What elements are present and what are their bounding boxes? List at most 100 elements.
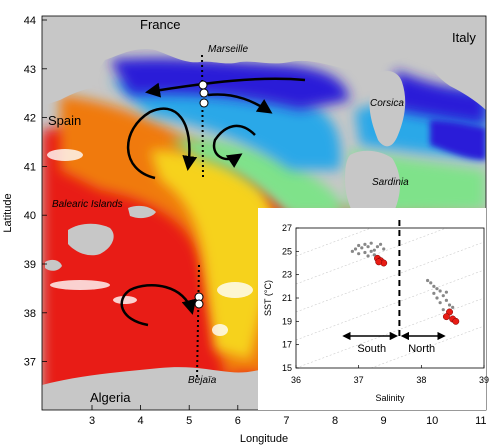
map-y-tick-label: 44 — [24, 15, 36, 27]
scatter-point-gray — [369, 241, 373, 245]
transect-north — [201, 54, 204, 179]
map-y-axis-title: Latitude — [2, 193, 14, 232]
inset-y-tick-label: 15 — [282, 363, 292, 373]
inset-y-tick-label: 23 — [282, 270, 292, 280]
inset-x-tick-label: 36 — [291, 375, 301, 385]
inset-x-axis: 36 37 38 39 — [291, 365, 489, 385]
scatter-point-gray — [435, 296, 439, 300]
scatter-point-red — [452, 317, 460, 325]
isopycnal-line — [370, 325, 484, 368]
scatter-point-gray — [426, 278, 430, 283]
isopycnal-line — [296, 228, 448, 285]
label-bejaia: Bejaïa — [188, 375, 217, 386]
land-italy — [400, 16, 486, 110]
scatter-point-gray — [366, 254, 370, 258]
land-france — [42, 16, 486, 106]
scatter-point-gray — [382, 247, 386, 251]
cloud-artefacts — [47, 149, 253, 336]
place-labels: France Italy Spain Algeria Marseille Cor… — [48, 17, 476, 405]
scatter-point-gray — [438, 289, 442, 293]
station-marker[interactable] — [198, 80, 208, 90]
land-balearic-ibiza — [45, 259, 62, 271]
scatter-point-gray — [360, 246, 364, 250]
inset-x-tick-label: 37 — [354, 375, 364, 385]
inset-y-tick-label: 21 — [282, 293, 292, 303]
eddy-arrow-south — [120, 283, 197, 327]
station-marker[interactable] — [199, 88, 209, 98]
current-arrow-northern — [145, 77, 306, 98]
inset-y-tick-label: 25 — [282, 246, 292, 256]
eddy-arrow-east — [212, 124, 256, 168]
map-y-tick-label: 42 — [24, 113, 36, 125]
north-region-label: North — [408, 343, 435, 355]
label-algeria: Algeria — [90, 390, 131, 405]
scatter-point-gray — [379, 242, 383, 246]
isopycnal-line — [296, 228, 373, 257]
label-balearic: Balearic Islands — [52, 199, 123, 210]
land-masses — [42, 16, 486, 410]
map-x-tick-label: 3 — [89, 415, 95, 427]
map-y-tick-label: 40 — [24, 210, 36, 222]
map-y-axis: 44 43 42 41 40 39 38 37 — [24, 15, 47, 369]
inset-y-axis: 27 25 23 21 19 17 15 — [282, 223, 299, 373]
scatter-point-red — [442, 313, 450, 321]
scatter-point-gray — [363, 242, 367, 246]
station-marker[interactable] — [199, 98, 209, 108]
map-x-tick-label: 8 — [332, 415, 338, 427]
scatter-point-gray — [429, 281, 433, 285]
map-y-tick-label: 43 — [24, 64, 36, 76]
map-y-tick-label: 37 — [24, 357, 36, 369]
label-sardinia: Sardinia — [372, 177, 409, 188]
inset-x-tick-label: 39 — [479, 375, 489, 385]
circulation-arrows — [120, 77, 306, 327]
isopycnal-line — [296, 269, 484, 341]
sea-mild — [170, 139, 486, 215]
scatter-point-gray — [372, 253, 376, 257]
sea-cold-east — [430, 120, 486, 160]
scatter-point-gray — [447, 303, 452, 307]
map-x-tick-label: 10 — [426, 415, 438, 427]
map-x-tick-label: 9 — [381, 415, 387, 427]
scatter-point-gray — [432, 284, 436, 288]
sampling-stations — [194, 80, 209, 309]
scatter-point-gray — [363, 250, 367, 255]
scatter-point-gray — [444, 290, 448, 294]
scatter-point-gray — [435, 287, 439, 291]
current-arrow-center — [207, 93, 273, 114]
scatter-point-gray — [375, 245, 380, 249]
map-x-tick-label: 7 — [283, 415, 289, 427]
scatter-point-gray — [353, 247, 358, 251]
inset-scatter-points — [350, 241, 460, 325]
land-corsica — [369, 70, 406, 147]
scatter-point-gray — [441, 294, 445, 298]
map-y-tick-label: 38 — [24, 308, 36, 320]
inset-y-axis-title: SST (°C) — [263, 280, 273, 316]
scatter-point-gray — [432, 291, 436, 295]
scatter-point-gray — [369, 249, 373, 253]
sea-warm — [150, 150, 275, 360]
scatter-point-gray — [438, 301, 442, 305]
south-region-label: South — [357, 343, 386, 355]
map-x-tick-label: 6 — [235, 415, 241, 427]
inset-ts-diagram: South North 36 37 38 39 27 25 23 21 19 17 15 Sali… — [258, 208, 489, 410]
map-x-axis-title: Longitude — [240, 433, 288, 445]
land-balearic-minorca — [128, 205, 156, 219]
map-x-tick-label: 4 — [138, 415, 144, 427]
label-marseille: Marseille — [208, 44, 248, 55]
inset-x-axis-title: Salinity — [375, 393, 405, 403]
transect-south — [196, 264, 200, 379]
map-y-tick-label: 39 — [24, 259, 36, 271]
label-spain: Spain — [48, 113, 81, 128]
map-x-tick-label: 11 — [475, 415, 486, 427]
land-algeria — [42, 367, 270, 410]
inset-y-tick-label: 17 — [282, 340, 292, 350]
scatter-point-gray — [441, 308, 445, 312]
scatter-point-gray — [372, 248, 376, 252]
sea-cold — [110, 58, 486, 125]
station-marker[interactable] — [194, 299, 204, 309]
map-x-tick-label: 5 — [186, 415, 192, 427]
inset-x-tick-label: 38 — [416, 375, 426, 385]
land-sardinia — [345, 150, 400, 225]
scatter-point-gray — [444, 298, 448, 302]
scatter-point-gray — [366, 245, 370, 249]
